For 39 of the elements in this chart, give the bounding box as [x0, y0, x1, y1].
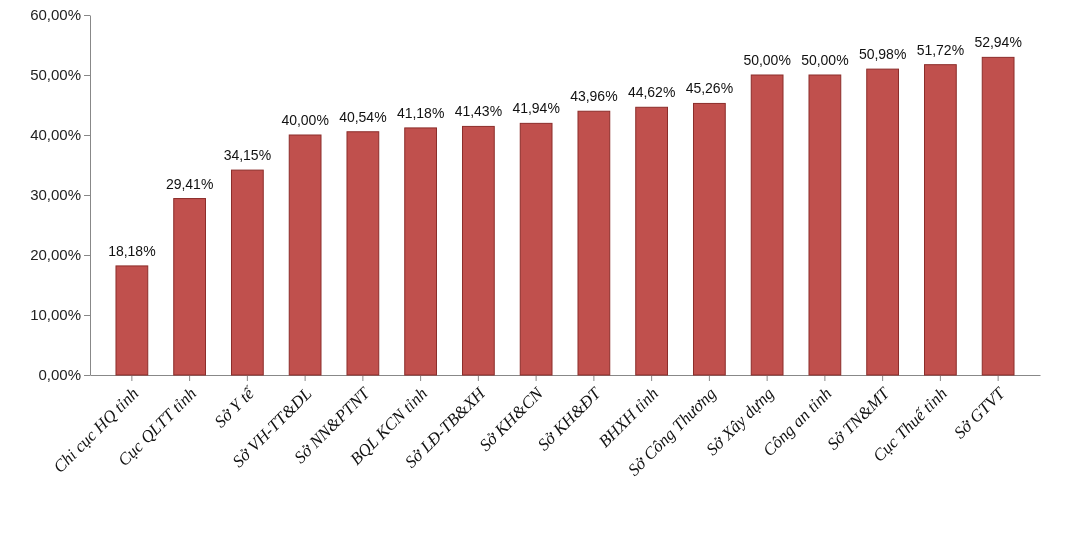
- y-tick-label: 20,00%: [30, 246, 81, 264]
- data-label: 34,15%: [223, 147, 272, 164]
- data-label: 45,26%: [685, 80, 734, 97]
- y-tick-label: 0,00%: [38, 366, 81, 384]
- y-tick-label: 50,00%: [30, 66, 81, 84]
- data-label: 40,54%: [339, 108, 387, 125]
- data-label: 18,18%: [108, 242, 156, 259]
- data-label: 29,41%: [165, 175, 214, 192]
- data-label: 52,94%: [974, 34, 1022, 51]
- bar: [461, 125, 495, 376]
- bar: [750, 74, 784, 376]
- data-label: 43,96%: [570, 88, 618, 105]
- data-label: 44,62%: [627, 84, 676, 101]
- bar: [230, 169, 264, 376]
- bar: [346, 131, 380, 376]
- data-label: 41,94%: [512, 100, 560, 117]
- y-tick-label: 30,00%: [30, 186, 81, 204]
- data-label: 51,72%: [916, 41, 965, 58]
- y-tick-label: 40,00%: [30, 126, 81, 144]
- bar: [577, 110, 611, 376]
- bar: [693, 102, 726, 376]
- bar: [519, 122, 553, 376]
- bar: [924, 64, 957, 376]
- data-label: 41,18%: [396, 104, 445, 121]
- bar: [173, 198, 206, 376]
- bar: [288, 134, 322, 376]
- bar: [808, 74, 842, 376]
- data-label: 40,00%: [281, 112, 329, 128]
- y-tick-label: 10,00%: [30, 306, 81, 324]
- bar: [635, 106, 669, 376]
- data-label: 50,98%: [858, 46, 907, 63]
- bar: [115, 265, 149, 376]
- bar: [404, 127, 437, 376]
- bar: [981, 56, 1015, 376]
- bar: [866, 68, 900, 376]
- data-label: 41,43%: [454, 103, 503, 120]
- data-label: 50,00%: [743, 52, 791, 68]
- y-tick-label: 60,00%: [30, 6, 81, 24]
- data-label: 50,00%: [801, 52, 849, 68]
